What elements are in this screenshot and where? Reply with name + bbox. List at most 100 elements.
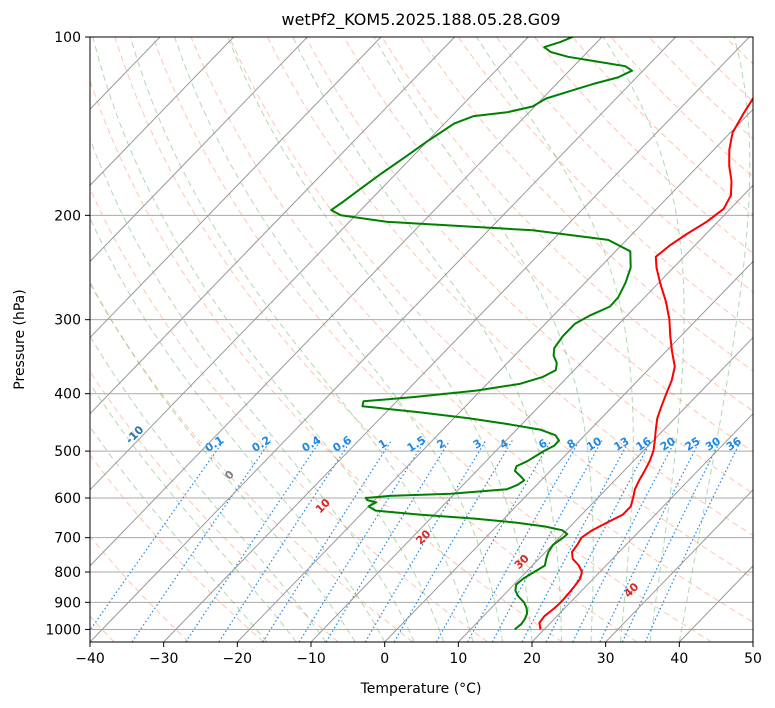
y-tick-label: 1000 [45, 622, 81, 638]
mixing-ratio-line [393, 440, 513, 642]
isotherm [90, 37, 308, 263]
mixing-ratio-line [644, 440, 742, 642]
dry-adiabat [686, 37, 753, 103]
isotherm [163, 37, 750, 642]
x-tick-label: 30 [597, 651, 615, 667]
moist-adiabat [373, 37, 594, 642]
y-axis-ticks: 100 200 300 400 500 600 700 800 900 1000 [45, 30, 90, 638]
isotherm [384, 260, 753, 642]
dry-adiabat [305, 37, 753, 494]
dry-adiabat [90, 187, 488, 642]
dry-adiabat [496, 37, 753, 293]
dry-adiabat-label: 0 [222, 468, 237, 483]
moist-adiabat [476, 37, 634, 642]
y-tick-label: 300 [54, 313, 81, 329]
y-tick-label: 600 [54, 491, 81, 507]
x-tick-label: −30 [149, 651, 179, 667]
mixing-ratio-line [364, 440, 487, 642]
x-axis-ticks: −40 −30 −20 −10 0 10 20 30 40 50 [75, 642, 762, 667]
mixing-ratio-line [466, 440, 580, 642]
mixing-ratio-label: 3 [471, 437, 484, 452]
plot-frame [89, 36, 754, 643]
moist-adiabat [227, 37, 533, 642]
isotherm [90, 37, 234, 187]
moist-adiabats [90, 37, 751, 642]
isotherm [310, 184, 753, 642]
mixing-ratio-line [262, 440, 392, 642]
temperature-line [538, 96, 753, 630]
mixing-ratio-line [435, 440, 552, 642]
mixing-ratio-line [491, 440, 603, 642]
isotherm-grid [90, 37, 753, 642]
y-tick-label: 400 [54, 387, 81, 403]
dry-adiabat [190, 37, 753, 623]
isotherm [752, 641, 753, 642]
chart-title: wetPf2_KOM5.2025.188.05.28.G09 [281, 10, 560, 30]
moist-adiabat [92, 37, 445, 642]
dry-adiabats [90, 37, 775, 642]
y-axis-label: Pressure (hPa) [12, 289, 28, 389]
isotherm [90, 37, 455, 415]
y-tick-label: 700 [54, 531, 81, 547]
moist-adiabat [678, 37, 751, 642]
isotherm [605, 489, 753, 642]
moist-adiabat [90, 280, 356, 642]
mixing-ratio-label: 0.2 [250, 433, 273, 454]
isotherm [90, 37, 529, 491]
dry-adiabat [90, 370, 339, 642]
moist-adiabat [603, 37, 685, 642]
x-tick-label: −20 [223, 651, 253, 667]
dry-adiabat [90, 454, 264, 642]
dry-adiabat [457, 37, 753, 332]
y-tick-label: 200 [54, 208, 81, 224]
dry-adiabat [419, 37, 753, 372]
x-tick-label: 20 [523, 651, 541, 667]
isotherm [531, 412, 753, 642]
mixing-ratio-label: 4 [497, 436, 511, 451]
dry-adiabat [534, 37, 753, 254]
isotherm [236, 108, 753, 642]
mixing-ratio-line [521, 440, 630, 642]
mixing-ratio-line [298, 440, 426, 642]
mixing-ratio-line [131, 440, 271, 642]
isotherm [90, 37, 676, 642]
dewpoint-line [330, 37, 633, 631]
isotherm [90, 37, 382, 339]
dry-adiabat [648, 37, 753, 140]
x-tick-label: 50 [744, 651, 762, 667]
dry-adiabat [152, 37, 712, 642]
moist-adiabat [292, 37, 562, 642]
y-tick-label: 500 [54, 444, 81, 460]
mixing-ratio-line [621, 440, 721, 642]
isotherm [90, 37, 603, 567]
moist-adiabat [90, 335, 327, 642]
mixing-ratio-line [325, 440, 451, 642]
x-tick-label: −10 [296, 651, 326, 667]
y-tick-label: 900 [54, 595, 81, 611]
mixing-ratio-line [218, 440, 352, 642]
dry-adiabat [724, 37, 753, 65]
mixing-ratio-line [185, 440, 321, 642]
dry-adiabat [114, 37, 638, 642]
moist-adiabat [129, 37, 474, 642]
mixing-ratio-label: 1.5 [405, 433, 428, 454]
y-tick-label: 100 [54, 30, 81, 46]
dry-adiabat [90, 78, 563, 642]
dry-adiabat [764, 37, 775, 642]
x-axis-label: Temperature (°C) [360, 681, 482, 697]
x-tick-label: −40 [75, 651, 105, 667]
x-tick-label: 40 [670, 651, 688, 667]
y-tick-label: 800 [54, 565, 81, 581]
mixing-ratio-line [90, 440, 225, 632]
dry-adiabat [90, 535, 190, 642]
profile-series [330, 37, 753, 631]
mixing-ratio-label: 2 [435, 437, 448, 452]
x-tick-label: 10 [449, 651, 467, 667]
isotherm [457, 336, 753, 642]
x-tick-label: 0 [380, 651, 389, 667]
moist-adiabat [174, 37, 503, 642]
moist-adiabat [90, 425, 268, 642]
dry-adiabat [572, 37, 753, 216]
